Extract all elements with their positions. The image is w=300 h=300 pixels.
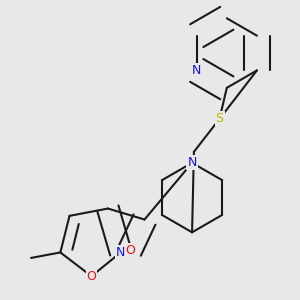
Text: S: S	[215, 112, 223, 125]
Text: N: N	[188, 156, 197, 169]
Text: N: N	[116, 246, 125, 259]
Text: O: O	[86, 270, 96, 283]
Text: O: O	[125, 244, 135, 257]
Text: N: N	[192, 64, 201, 77]
